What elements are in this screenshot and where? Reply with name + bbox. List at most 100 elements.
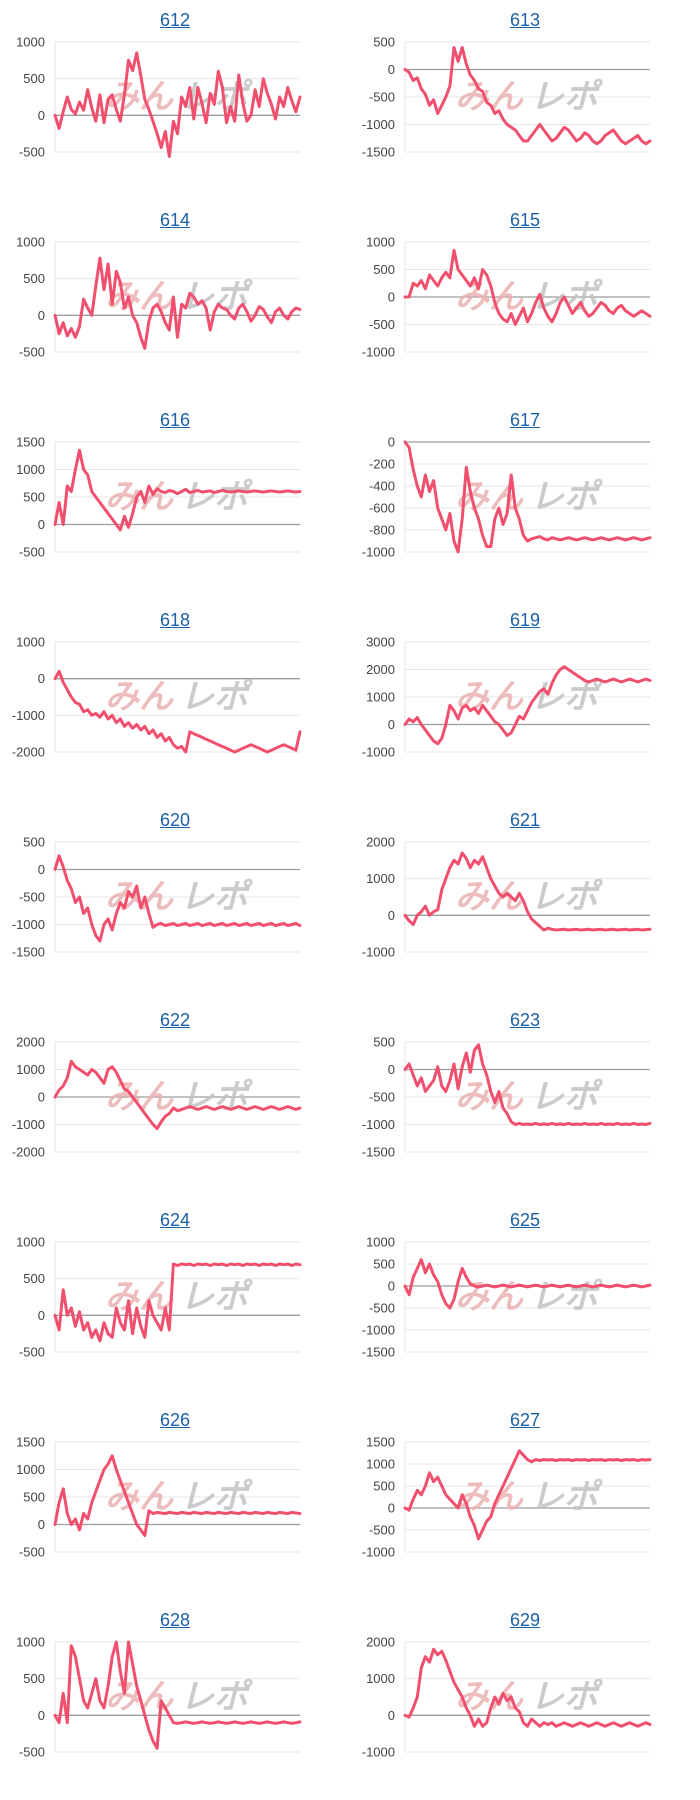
- chart-title-link[interactable]: 613: [509, 10, 541, 30]
- y-tick-label: -1000: [362, 1323, 395, 1338]
- watermark-text-right: レポ: [180, 477, 253, 517]
- y-tick-label: 0: [38, 1708, 45, 1723]
- y-tick-label: 1500: [16, 435, 45, 450]
- y-tick-label: 1000: [16, 1062, 45, 1077]
- chart-title-link[interactable]: 618: [159, 610, 191, 630]
- chart-title-link[interactable]: 617: [509, 410, 541, 430]
- y-tick-label: 1000: [366, 235, 395, 250]
- chart-panel-616: 616 -500 0 500 1000 1500 みん レポ: [0, 400, 350, 600]
- y-tick-label: -1500: [362, 1145, 395, 1160]
- y-tick-label: 0: [38, 308, 45, 323]
- y-tick-label: -1500: [362, 1345, 395, 1360]
- series-line: [403, 1043, 652, 1126]
- y-tick-label: -600: [369, 501, 395, 516]
- chart-panel-619: 619 -1000 0 1000 2000 3000 みん レポ: [350, 600, 700, 800]
- chart-title-link[interactable]: 625: [509, 1210, 541, 1230]
- y-tick-label: 0: [38, 671, 45, 686]
- y-tick-label: -500: [369, 317, 395, 332]
- watermark-text-right: レポ: [530, 677, 603, 717]
- y-tick-label: 3000: [366, 635, 395, 650]
- watermark-logo: みん レポ: [455, 677, 603, 717]
- chart-panel-612: 612 -500 0 500 1000 みん レポ: [0, 0, 350, 200]
- y-tick-label: 500: [373, 1257, 395, 1272]
- chart-panel-628: 628 -500 0 500 1000 みん レポ: [0, 1600, 350, 1800]
- chart-panel-624: 624 -500 0 500 1000 みん レポ: [0, 1200, 350, 1400]
- chart-title-link[interactable]: 619: [509, 610, 541, 630]
- y-tick-label: 0: [388, 1501, 395, 1516]
- chart-title-link[interactable]: 621: [509, 810, 541, 830]
- series-line: [403, 46, 652, 146]
- y-tick-label: 2000: [366, 1635, 395, 1650]
- y-tick-label: 0: [38, 517, 45, 532]
- watermark-text-right: レポ: [530, 1477, 603, 1517]
- y-tick-label: 1000: [366, 1671, 395, 1686]
- watermark-logo: みん レポ: [455, 1477, 603, 1517]
- y-tick-label: -500: [19, 545, 45, 560]
- watermark-text-left: みん: [455, 877, 524, 917]
- y-tick-label: 500: [373, 35, 395, 50]
- chart-title-link[interactable]: 612: [159, 10, 191, 30]
- chart-title-link[interactable]: 620: [159, 810, 191, 830]
- chart-title-link[interactable]: 624: [159, 1210, 191, 1230]
- chart-panel-627: 627 -1000 -500 0 500 1000 1500 みん レポ: [350, 1400, 700, 1600]
- y-tick-label: 0: [388, 62, 395, 77]
- chart-panel-626: 626 -500 0 500 1000 1500 みん レポ: [0, 1400, 350, 1600]
- series-line: [53, 669, 302, 754]
- watermark-text-left: みん: [105, 477, 174, 517]
- series-line: [53, 854, 302, 943]
- y-tick-label: 0: [388, 908, 395, 923]
- watermark-logo: みん レポ: [105, 1277, 253, 1317]
- watermark-text-left: みん: [105, 277, 174, 317]
- y-tick-label: 1000: [366, 1457, 395, 1472]
- line-chart-613: -1500 -1000 -500 0 500 みん レポ: [362, 35, 652, 160]
- chart-title-link[interactable]: 622: [159, 1010, 191, 1030]
- y-tick-label: 1000: [16, 35, 45, 50]
- watermark-text-right: レポ: [180, 1077, 253, 1117]
- line-chart-629: -1000 0 1000 2000 みん レポ: [362, 1635, 652, 1760]
- y-tick-label: -500: [19, 1545, 45, 1560]
- series-line: [53, 51, 302, 158]
- y-tick-label: -500: [19, 145, 45, 160]
- watermark-logo: みん レポ: [105, 1077, 253, 1117]
- chart-panel-622: 622 -2000 -1000 0 1000 2000 みん レポ: [0, 1000, 350, 1200]
- line-chart-617: -1000 -800 -600 -400 -200 0 みん レポ: [362, 435, 652, 560]
- line-chart-618: -2000 -1000 0 1000 みん レポ: [12, 635, 302, 760]
- watermark-text-right: レポ: [180, 277, 253, 317]
- y-tick-label: 500: [23, 1271, 45, 1286]
- watermark-logo: みん レポ: [105, 477, 253, 517]
- y-tick-label: -2000: [12, 1145, 45, 1160]
- watermark-logo: みん レポ: [455, 1077, 603, 1117]
- chart-title-link[interactable]: 626: [159, 1410, 191, 1430]
- watermark-text-right: レポ: [180, 1677, 253, 1717]
- y-tick-label: 1500: [16, 1435, 45, 1450]
- y-tick-label: 500: [23, 1490, 45, 1505]
- y-tick-label: -2000: [12, 745, 45, 760]
- y-tick-label: -1000: [362, 945, 395, 960]
- watermark-logo: みん レポ: [455, 877, 603, 917]
- chart-title-link[interactable]: 615: [509, 210, 541, 230]
- chart-title-link[interactable]: 616: [159, 410, 191, 430]
- line-chart-623: -1500 -1000 -500 0 500 みん レポ: [362, 1035, 652, 1160]
- y-tick-label: -1000: [12, 708, 45, 723]
- y-tick-label: 2000: [366, 662, 395, 677]
- y-tick-label: -1000: [12, 1117, 45, 1132]
- y-tick-label: 0: [388, 1279, 395, 1294]
- y-tick-label: 500: [23, 490, 45, 505]
- series-line: [403, 440, 652, 554]
- y-tick-label: 0: [388, 290, 395, 305]
- chart-title-link[interactable]: 628: [159, 1610, 191, 1630]
- y-tick-label: -500: [19, 890, 45, 905]
- chart-title-link[interactable]: 623: [509, 1010, 541, 1030]
- watermark-text-right: レポ: [530, 1077, 603, 1117]
- series-line: [53, 1454, 302, 1537]
- watermark-text-right: レポ: [530, 1677, 603, 1717]
- chart-panel-625: 625 -1500 -1000 -500 0 500 1000 みん レポ: [350, 1200, 700, 1400]
- y-tick-label: -500: [19, 1345, 45, 1360]
- y-tick-label: 0: [38, 1308, 45, 1323]
- watermark-text-left: みん: [455, 677, 524, 717]
- chart-title-link[interactable]: 627: [509, 1410, 541, 1430]
- chart-title-link[interactable]: 629: [509, 1610, 541, 1630]
- chart-title-link[interactable]: 614: [159, 210, 191, 230]
